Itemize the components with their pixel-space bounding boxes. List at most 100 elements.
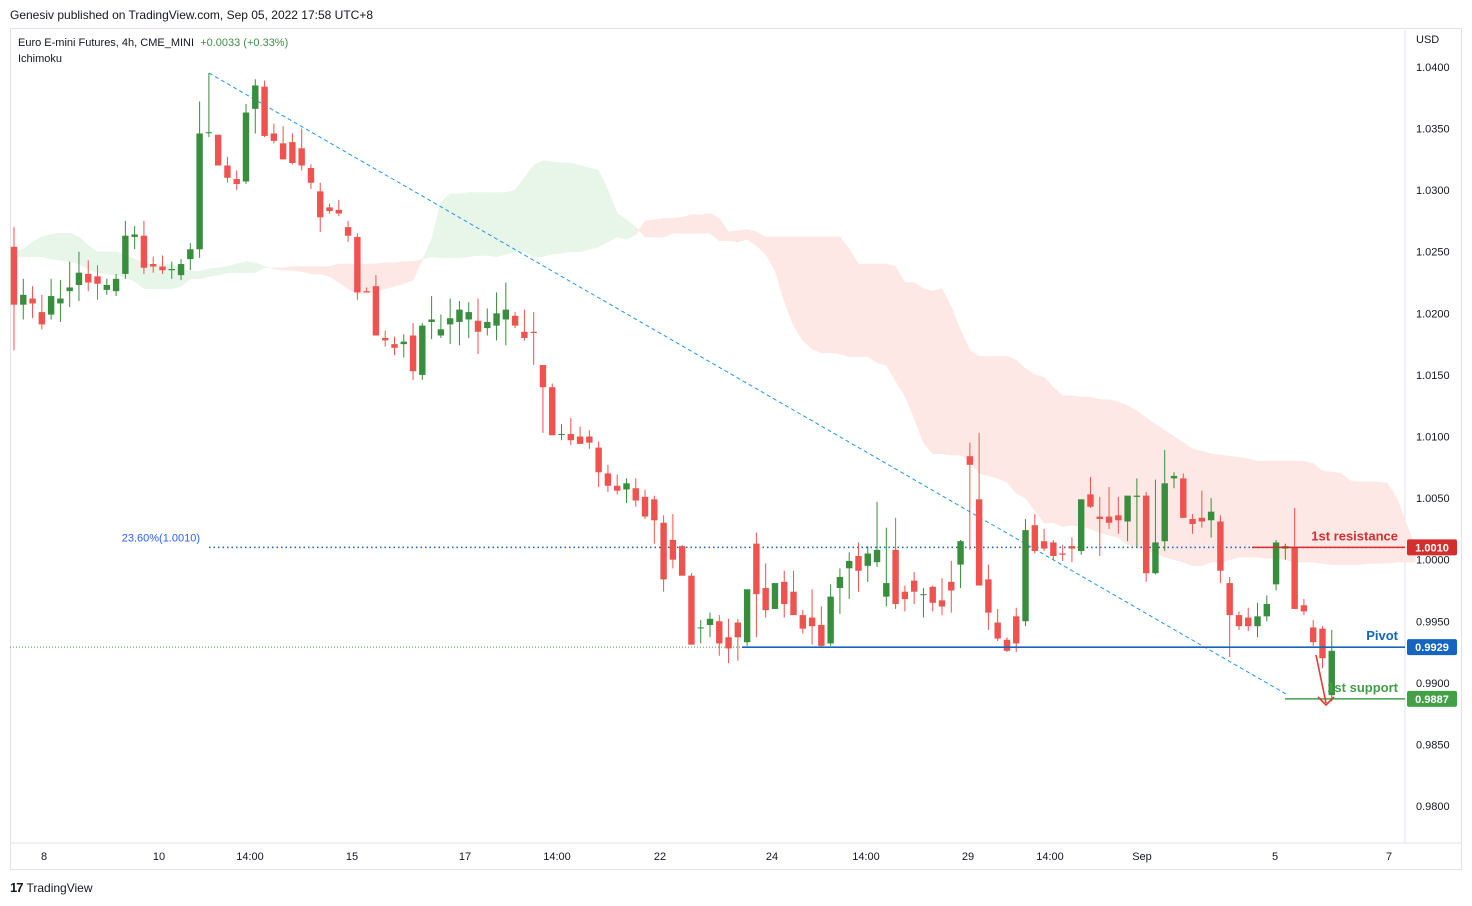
candle-body xyxy=(1300,605,1308,612)
candle-body xyxy=(604,473,612,486)
candle-body xyxy=(1050,542,1057,556)
candle-body xyxy=(1068,546,1076,549)
candle-body xyxy=(233,179,240,184)
time-tick-label: 7 xyxy=(1386,851,1392,863)
candle-body xyxy=(1207,511,1215,521)
candle-body xyxy=(734,622,742,638)
candle-body xyxy=(957,541,964,565)
ichimoku-cloud-segment xyxy=(41,234,52,260)
ichimoku-cloud-segment xyxy=(895,265,906,397)
ichimoku-cloud-segment xyxy=(783,236,794,326)
candle-body xyxy=(47,296,55,315)
tradingview-logo[interactable]: 17 TradingView xyxy=(10,880,93,895)
ichimoku-cloud-segment xyxy=(978,356,989,477)
ichimoku-cloud-segment xyxy=(1387,482,1398,564)
ichimoku-cloud-segment xyxy=(728,230,739,243)
candle-body xyxy=(279,143,287,160)
publisher-credit: Genesiv published on TradingView.com, Se… xyxy=(10,8,374,22)
ichimoku-cloud-segment xyxy=(1090,396,1101,534)
candle-body xyxy=(270,133,278,141)
pivot-price-tag xyxy=(1407,639,1457,656)
candle-body xyxy=(910,580,918,592)
candle-body xyxy=(753,543,760,595)
candle-body xyxy=(743,589,751,643)
ichimoku-cloud-segment xyxy=(941,288,952,456)
chart-legend: Euro E-mini Futures, 4h, CME_MINI +0.003… xyxy=(18,35,288,67)
candle-body xyxy=(85,273,92,283)
time-tick-label: 17 xyxy=(459,851,471,863)
price-tick-label: 1.0150 xyxy=(1416,370,1450,382)
candle-body xyxy=(10,246,18,305)
candle-body xyxy=(725,637,732,649)
candle-body xyxy=(187,249,194,260)
ichimoku-cloud-segment xyxy=(876,263,887,366)
candle-body xyxy=(641,496,649,517)
price-tick-label: 1.0250 xyxy=(1416,247,1450,259)
time-tick-label: 24 xyxy=(766,851,778,863)
ichimoku-cloud-segment xyxy=(310,266,321,275)
resistance-price-tag-text: 1.0010 xyxy=(1415,542,1449,554)
candle-body xyxy=(901,591,909,600)
time-tick-label: 10 xyxy=(153,851,165,863)
candle-body xyxy=(391,344,398,348)
ichimoku-cloud-segment xyxy=(1238,457,1249,558)
candle-body xyxy=(326,207,333,212)
candle-body xyxy=(242,112,250,182)
candle-body xyxy=(1031,525,1038,552)
candle-body xyxy=(614,485,621,491)
ichimoku-cloud-segment xyxy=(514,176,525,253)
candle-body xyxy=(307,167,315,183)
ichimoku-cloud-segment xyxy=(997,356,1008,483)
candle-body xyxy=(409,335,417,372)
candle-body xyxy=(437,329,445,336)
candle-body xyxy=(112,278,120,292)
price-tick-label: 1.0050 xyxy=(1416,493,1450,505)
ichimoku-cloud-segment xyxy=(1201,450,1212,567)
candle-body xyxy=(103,284,110,290)
pivot-price-tag-text: 0.9929 xyxy=(1415,642,1449,654)
candle-body xyxy=(419,325,426,375)
candle-body xyxy=(298,148,305,166)
candle-body xyxy=(382,337,389,341)
price-tick-label: 0.9850 xyxy=(1416,739,1450,751)
support-price-tag xyxy=(1407,690,1457,707)
ichimoku-cloud-segment xyxy=(811,236,822,354)
candle-body xyxy=(1105,516,1113,523)
ichimoku-cloud-segment xyxy=(1043,376,1054,524)
currency-label[interactable]: USD xyxy=(1416,34,1440,46)
symbol-title[interactable]: Euro E-mini Futures, 4h, CME_MINI xyxy=(18,37,195,49)
candle-body xyxy=(586,436,593,443)
candle-body xyxy=(57,298,64,304)
candle-body xyxy=(1310,627,1317,643)
ichimoku-cloud-segment xyxy=(282,266,293,271)
candle-body xyxy=(827,596,834,644)
ichimoku-cloud-segment xyxy=(1062,395,1073,527)
ichimoku-cloud-segment xyxy=(1099,399,1110,536)
chart-pane[interactable] xyxy=(10,28,1462,870)
ichimoku-cloud-segment xyxy=(486,192,497,257)
indicator-label[interactable]: Ichimoku xyxy=(18,53,63,65)
candle-body xyxy=(1124,495,1131,522)
ichimoku-cloud-segment xyxy=(1247,458,1258,558)
time-tick-label: 22 xyxy=(654,851,666,863)
candle-body xyxy=(1180,478,1187,518)
ichimoku-cloud-segment xyxy=(886,263,896,383)
candle-body xyxy=(1013,616,1020,644)
candle-body xyxy=(1263,604,1270,617)
candle-body xyxy=(883,583,890,597)
time-tick-label: Sep xyxy=(1132,851,1152,863)
price-tick-label: 1.0000 xyxy=(1416,555,1450,567)
candle-body xyxy=(214,134,222,166)
ichimoku-cloud-segment xyxy=(97,251,108,275)
candle-body xyxy=(1235,615,1243,627)
candle-body xyxy=(372,286,380,336)
candle-body xyxy=(400,341,407,345)
candle-body xyxy=(1040,541,1048,549)
candle-body xyxy=(1217,521,1224,571)
ichimoku-cloud-segment xyxy=(635,219,646,238)
ichimoku-cloud-segment xyxy=(87,245,98,274)
candle-body xyxy=(985,579,992,613)
ichimoku-cloud-segment xyxy=(821,236,831,354)
candle-body xyxy=(799,615,806,629)
candle-body xyxy=(1115,515,1122,521)
